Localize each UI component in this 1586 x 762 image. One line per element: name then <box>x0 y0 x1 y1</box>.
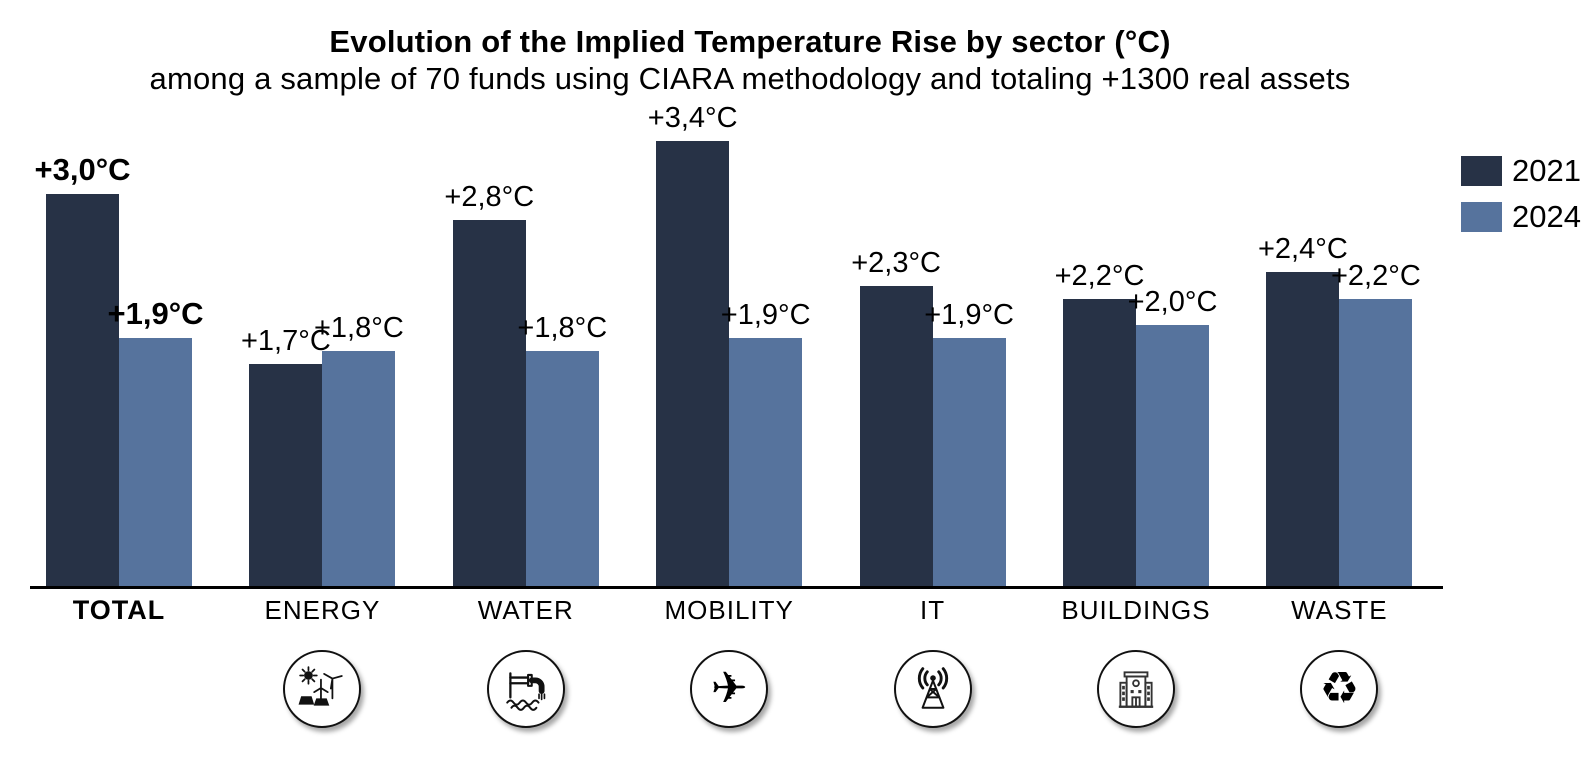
bar-2021-total <box>46 193 119 588</box>
icon-circle-mobility: ✈ <box>690 650 769 728</box>
bar-2021-water <box>452 219 526 588</box>
icon-circle-buildings <box>1097 650 1175 728</box>
legend-swatch-2024 <box>1461 202 1502 232</box>
bar-value-2021-waste: +2,4°C <box>1257 233 1348 266</box>
icon-circle-energy <box>283 650 362 728</box>
category-label-mobility: MOBILITY <box>664 595 794 625</box>
bar-2024-it <box>932 338 1006 588</box>
bar-value-2024-mobility: +1,9°C <box>720 299 811 332</box>
water-icon <box>506 672 546 711</box>
bar-value-2021-mobility: +3,4°C <box>647 101 738 134</box>
mobility-airplane-icon: ✈ <box>710 663 748 714</box>
bar-2024-water <box>525 351 599 588</box>
legend-item-2024: 2024 <box>1461 199 1581 235</box>
bar-2021-waste <box>1266 272 1340 588</box>
buildings-icon <box>1118 671 1154 708</box>
bar-2021-it <box>859 285 933 588</box>
bar-2024-buildings <box>1136 325 1209 588</box>
bar-value-2021-total: +3,0°C <box>34 151 131 187</box>
bar-2024-energy <box>322 351 396 588</box>
category-label-total: TOTAL <box>72 595 166 625</box>
bar-value-2021-energy: +1,7°C <box>240 325 331 358</box>
title-block: Evolution of the Implied Temperature Ris… <box>0 24 1500 97</box>
bar-value-2021-buildings: +2,2°C <box>1054 259 1145 292</box>
bar-value-2024-buildings: +2,0°C <box>1127 286 1218 318</box>
chart-title: Evolution of the Implied Temperature Ris… <box>329 24 1171 59</box>
icon-circle-waste: ♻ <box>1300 650 1379 728</box>
bar-value-2024-it: +1,9°C <box>924 299 1014 332</box>
waste-recycle-icon: ♻ <box>1319 663 1360 714</box>
x-axis-line <box>30 586 1443 589</box>
legend-label-2021: 2021 <box>1512 153 1581 188</box>
bar-2024-total <box>119 338 192 588</box>
it-icon <box>917 667 948 709</box>
bar-2021-mobility <box>656 140 730 588</box>
category-label-buildings: BUILDINGS <box>1061 595 1211 625</box>
bar-value-2024-water: +1,8°C <box>517 312 608 345</box>
bar-value-2024-total: +1,9°C <box>107 296 204 332</box>
bar-value-2021-it: +2,3°C <box>851 246 941 279</box>
icon-circle-it <box>893 650 972 728</box>
legend-item-2021: 2021 <box>1461 153 1581 189</box>
bar-value-2021-water: +2,8°C <box>444 180 535 213</box>
bar-2021-energy <box>249 364 323 588</box>
category-label-energy: ENERGY <box>264 595 381 625</box>
bar-2021-buildings <box>1063 298 1136 588</box>
category-label-water: WATER <box>477 595 574 625</box>
bar-value-2024-energy: +1,8°C <box>313 312 404 345</box>
legend-swatch-2021 <box>1461 156 1502 186</box>
category-label-waste: WASTE <box>1291 595 1388 625</box>
energy-icon <box>298 666 344 706</box>
chart-subtitle: among a sample of 70 funds using CIARA m… <box>149 60 1351 96</box>
legend: 2021 2024 <box>1461 153 1581 245</box>
icon-circle-water <box>486 650 565 728</box>
legend-label-2024: 2024 <box>1512 199 1581 234</box>
category-label-it: IT <box>920 595 946 625</box>
bar-2024-waste <box>1339 298 1413 588</box>
bar-value-2024-waste: +2,2°C <box>1330 259 1421 292</box>
bar-2024-mobility <box>729 338 803 588</box>
